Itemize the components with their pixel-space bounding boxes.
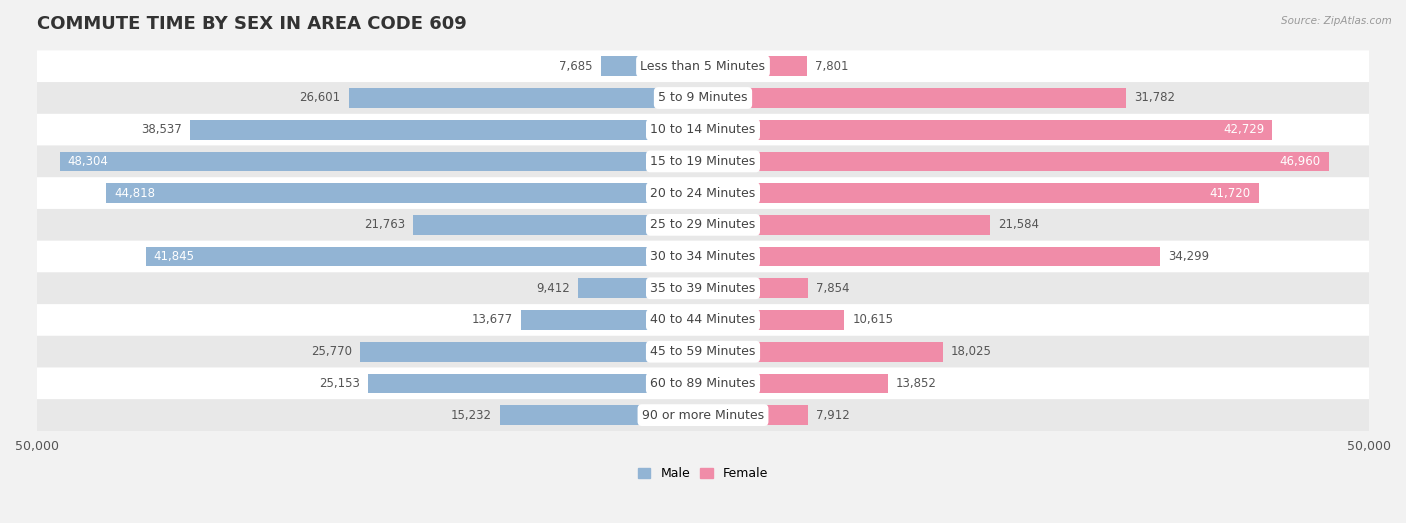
Text: 18,025: 18,025 <box>950 345 993 358</box>
Text: COMMUTE TIME BY SEX IN AREA CODE 609: COMMUTE TIME BY SEX IN AREA CODE 609 <box>37 15 467 33</box>
Bar <box>368 373 703 393</box>
Text: 25,153: 25,153 <box>319 377 360 390</box>
Bar <box>146 247 703 266</box>
FancyBboxPatch shape <box>37 50 1369 82</box>
Text: 35 to 39 Minutes: 35 to 39 Minutes <box>651 282 755 295</box>
Bar <box>501 405 703 425</box>
Text: 13,677: 13,677 <box>471 313 513 326</box>
Bar <box>703 342 943 361</box>
Text: 10 to 14 Minutes: 10 to 14 Minutes <box>651 123 755 136</box>
Text: 13,852: 13,852 <box>896 377 936 390</box>
Text: 46,960: 46,960 <box>1279 155 1320 168</box>
Bar <box>190 120 703 140</box>
Text: 26,601: 26,601 <box>299 92 340 105</box>
Text: 10,615: 10,615 <box>852 313 893 326</box>
FancyBboxPatch shape <box>37 241 1369 272</box>
Bar <box>703 120 1272 140</box>
Text: 60 to 89 Minutes: 60 to 89 Minutes <box>651 377 755 390</box>
Bar <box>360 342 703 361</box>
Text: 15,232: 15,232 <box>451 408 492 422</box>
Text: 48,304: 48,304 <box>67 155 108 168</box>
Text: 41,720: 41,720 <box>1209 187 1251 200</box>
FancyBboxPatch shape <box>37 209 1369 241</box>
Text: 7,854: 7,854 <box>815 282 849 295</box>
FancyBboxPatch shape <box>37 368 1369 399</box>
Text: 41,845: 41,845 <box>153 250 194 263</box>
Text: Less than 5 Minutes: Less than 5 Minutes <box>641 60 765 73</box>
Text: 45 to 59 Minutes: 45 to 59 Minutes <box>651 345 755 358</box>
Text: 40 to 44 Minutes: 40 to 44 Minutes <box>651 313 755 326</box>
Text: 31,782: 31,782 <box>1135 92 1175 105</box>
Bar <box>703 88 1126 108</box>
FancyBboxPatch shape <box>37 336 1369 368</box>
Bar <box>520 310 703 330</box>
Text: 21,584: 21,584 <box>998 218 1039 231</box>
Text: 30 to 34 Minutes: 30 to 34 Minutes <box>651 250 755 263</box>
Bar <box>703 56 807 76</box>
Text: 5 to 9 Minutes: 5 to 9 Minutes <box>658 92 748 105</box>
Text: 38,537: 38,537 <box>141 123 181 136</box>
Text: 15 to 19 Minutes: 15 to 19 Minutes <box>651 155 755 168</box>
Bar <box>703 405 808 425</box>
FancyBboxPatch shape <box>37 145 1369 177</box>
Bar <box>703 215 990 235</box>
Bar <box>703 373 887 393</box>
FancyBboxPatch shape <box>37 177 1369 209</box>
Text: 9,412: 9,412 <box>536 282 569 295</box>
Text: Source: ZipAtlas.com: Source: ZipAtlas.com <box>1281 16 1392 26</box>
Bar <box>413 215 703 235</box>
Text: 34,299: 34,299 <box>1168 250 1209 263</box>
Bar <box>59 152 703 171</box>
Bar <box>703 247 1160 266</box>
Bar <box>105 183 703 203</box>
Text: 7,685: 7,685 <box>560 60 593 73</box>
FancyBboxPatch shape <box>37 272 1369 304</box>
Text: 7,912: 7,912 <box>817 408 851 422</box>
Bar <box>349 88 703 108</box>
Text: 20 to 24 Minutes: 20 to 24 Minutes <box>651 187 755 200</box>
Text: 25,770: 25,770 <box>311 345 352 358</box>
FancyBboxPatch shape <box>37 304 1369 336</box>
Text: 7,801: 7,801 <box>815 60 848 73</box>
Text: 25 to 29 Minutes: 25 to 29 Minutes <box>651 218 755 231</box>
Bar <box>703 152 1329 171</box>
Bar <box>600 56 703 76</box>
FancyBboxPatch shape <box>37 114 1369 145</box>
Text: 44,818: 44,818 <box>114 187 155 200</box>
Text: 90 or more Minutes: 90 or more Minutes <box>643 408 763 422</box>
FancyBboxPatch shape <box>37 399 1369 431</box>
Legend: Male, Female: Male, Female <box>638 467 768 480</box>
Text: 42,729: 42,729 <box>1223 123 1264 136</box>
FancyBboxPatch shape <box>37 82 1369 114</box>
Bar <box>703 183 1258 203</box>
Bar <box>703 278 807 298</box>
Bar <box>703 310 845 330</box>
Text: 21,763: 21,763 <box>364 218 405 231</box>
Bar <box>578 278 703 298</box>
